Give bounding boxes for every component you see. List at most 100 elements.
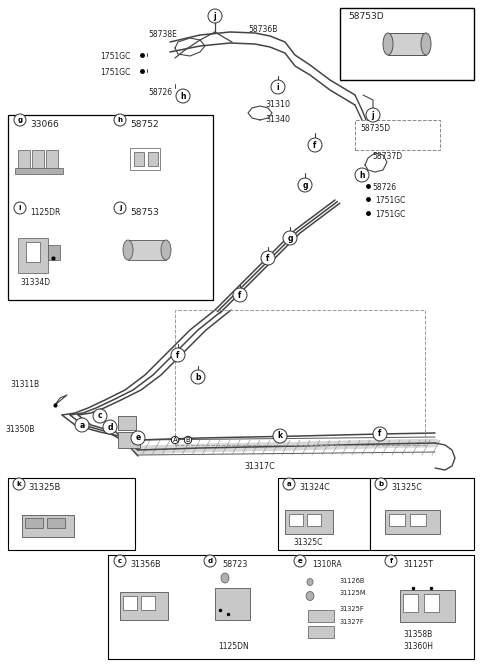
Text: 31340: 31340 — [265, 115, 290, 124]
Bar — [18, 238, 48, 273]
Text: 58723: 58723 — [222, 560, 247, 569]
Circle shape — [273, 429, 287, 443]
Bar — [388, 33, 426, 55]
Circle shape — [373, 427, 387, 441]
Bar — [25, 518, 43, 528]
Bar — [403, 594, 418, 612]
Bar — [134, 152, 144, 166]
Bar — [410, 514, 426, 526]
Text: a: a — [79, 420, 84, 430]
Text: g: g — [17, 117, 23, 123]
Text: 1751GC: 1751GC — [100, 68, 131, 77]
Bar — [389, 514, 405, 526]
Text: 1310RA: 1310RA — [312, 560, 342, 569]
Ellipse shape — [161, 240, 171, 260]
Circle shape — [233, 288, 247, 302]
Text: 1125DN: 1125DN — [218, 642, 249, 651]
Text: 31311B: 31311B — [10, 380, 39, 389]
Bar — [307, 514, 321, 526]
Bar — [128, 240, 166, 260]
Bar — [308, 610, 334, 622]
Circle shape — [308, 138, 322, 152]
Text: 58738E: 58738E — [148, 30, 177, 39]
Ellipse shape — [421, 33, 431, 55]
Text: k: k — [17, 481, 22, 487]
Text: b: b — [195, 373, 201, 382]
Text: i: i — [276, 82, 279, 92]
Text: h: h — [180, 92, 186, 100]
Ellipse shape — [383, 33, 393, 55]
Bar — [8, 115, 213, 300]
Text: h: h — [118, 117, 122, 123]
Text: e: e — [298, 558, 302, 564]
Circle shape — [103, 420, 117, 434]
Text: 31356B: 31356B — [130, 560, 161, 569]
Bar — [118, 416, 136, 430]
Bar — [32, 150, 44, 170]
Text: 31125M: 31125M — [340, 590, 367, 596]
Ellipse shape — [306, 592, 314, 600]
Text: 31350B: 31350B — [5, 425, 35, 434]
Text: 58726: 58726 — [372, 183, 396, 192]
Text: f: f — [389, 558, 393, 564]
Text: c: c — [98, 412, 102, 420]
Bar — [123, 596, 137, 610]
Circle shape — [283, 478, 295, 490]
Circle shape — [171, 348, 185, 362]
Bar — [130, 148, 160, 170]
Text: 31325C: 31325C — [293, 538, 323, 547]
Circle shape — [14, 202, 26, 214]
Text: j: j — [372, 110, 374, 120]
Circle shape — [298, 178, 312, 192]
Text: B: B — [186, 437, 191, 443]
Text: 31317C: 31317C — [245, 462, 276, 471]
Bar — [400, 590, 455, 622]
Text: f: f — [378, 430, 382, 438]
Text: 31126B: 31126B — [340, 578, 365, 584]
Circle shape — [176, 89, 190, 103]
Bar — [48, 245, 60, 260]
Text: j: j — [119, 205, 121, 211]
Text: e: e — [135, 434, 141, 442]
Circle shape — [114, 202, 126, 214]
Circle shape — [191, 370, 205, 384]
Text: f: f — [238, 291, 242, 299]
Text: 58752: 58752 — [130, 120, 158, 129]
Bar — [370, 478, 474, 550]
Circle shape — [114, 114, 126, 126]
Bar — [175, 310, 425, 445]
Text: a: a — [287, 481, 291, 487]
Circle shape — [204, 555, 216, 567]
Text: 58753D: 58753D — [348, 12, 384, 21]
Text: 58737D: 58737D — [372, 152, 402, 161]
Text: 58736B: 58736B — [248, 25, 277, 34]
Ellipse shape — [123, 240, 133, 260]
Circle shape — [131, 431, 145, 445]
Circle shape — [75, 418, 89, 432]
Bar — [424, 594, 439, 612]
Text: 31324C: 31324C — [299, 483, 330, 492]
Text: g: g — [302, 181, 308, 189]
Circle shape — [261, 251, 275, 265]
Circle shape — [93, 409, 107, 423]
Text: 58753: 58753 — [130, 208, 159, 217]
Bar — [8, 478, 135, 550]
Circle shape — [208, 9, 222, 23]
Circle shape — [271, 80, 285, 94]
Ellipse shape — [221, 573, 229, 583]
Text: 1751GC: 1751GC — [375, 210, 406, 219]
Bar — [289, 514, 303, 526]
Bar — [22, 515, 74, 537]
Bar — [118, 432, 140, 448]
Bar — [355, 120, 440, 150]
Bar — [47, 518, 65, 528]
Text: g: g — [287, 234, 293, 242]
Text: 58726: 58726 — [148, 88, 172, 97]
Text: 31325F: 31325F — [340, 606, 365, 612]
Circle shape — [114, 555, 126, 567]
Text: 31334D: 31334D — [20, 278, 50, 287]
Text: i: i — [19, 205, 21, 211]
Bar — [308, 626, 334, 638]
Text: 31325C: 31325C — [391, 483, 422, 492]
Text: 31358B: 31358B — [403, 630, 432, 639]
